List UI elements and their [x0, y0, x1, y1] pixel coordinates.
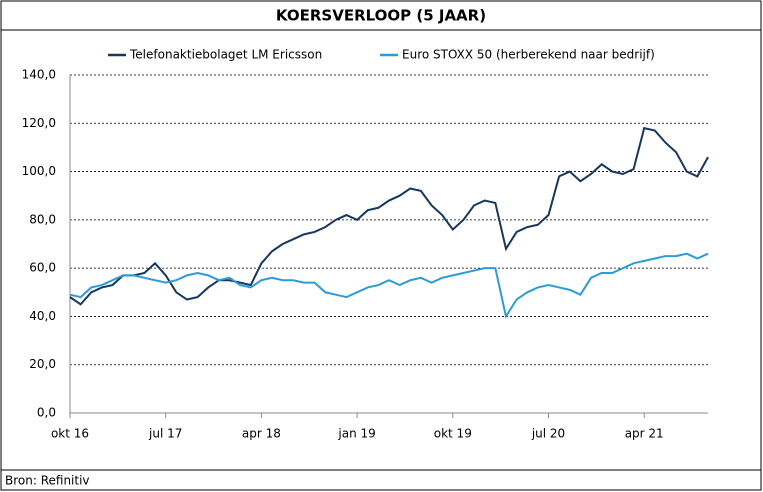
y-tick-label: 140,0 — [22, 68, 56, 82]
y-tick-label: 60,0 — [29, 261, 56, 275]
x-tick-label: okt 19 — [434, 427, 472, 441]
y-tick-label: 40,0 — [29, 309, 56, 323]
y-tick-label: 100,0 — [22, 164, 56, 178]
x-tick-label: jul 17 — [148, 427, 182, 441]
y-tick-label: 0,0 — [37, 406, 56, 420]
x-tick-label: apr 21 — [625, 427, 664, 441]
legend-label: Euro STOXX 50 (herberekend naar bedrijf) — [402, 48, 655, 62]
series-line — [69, 252, 709, 320]
y-tick-label: 20,0 — [29, 357, 56, 371]
x-tick-label: jul 20 — [531, 427, 565, 441]
x-tick-label: jan 19 — [337, 427, 375, 441]
y-tick-label: 120,0 — [22, 116, 56, 130]
x-tick-label: apr 18 — [242, 427, 281, 441]
chart-title: KOERSVERLOOP (5 JAAR) — [276, 7, 486, 25]
x-tick-label: okt 16 — [51, 427, 89, 441]
legend-label: Telefonaktiebolaget LM Ericsson — [129, 48, 322, 62]
source: Bron: Refinitiv — [5, 474, 90, 488]
series-line — [69, 126, 709, 306]
y-tick-label: 80,0 — [29, 212, 56, 226]
